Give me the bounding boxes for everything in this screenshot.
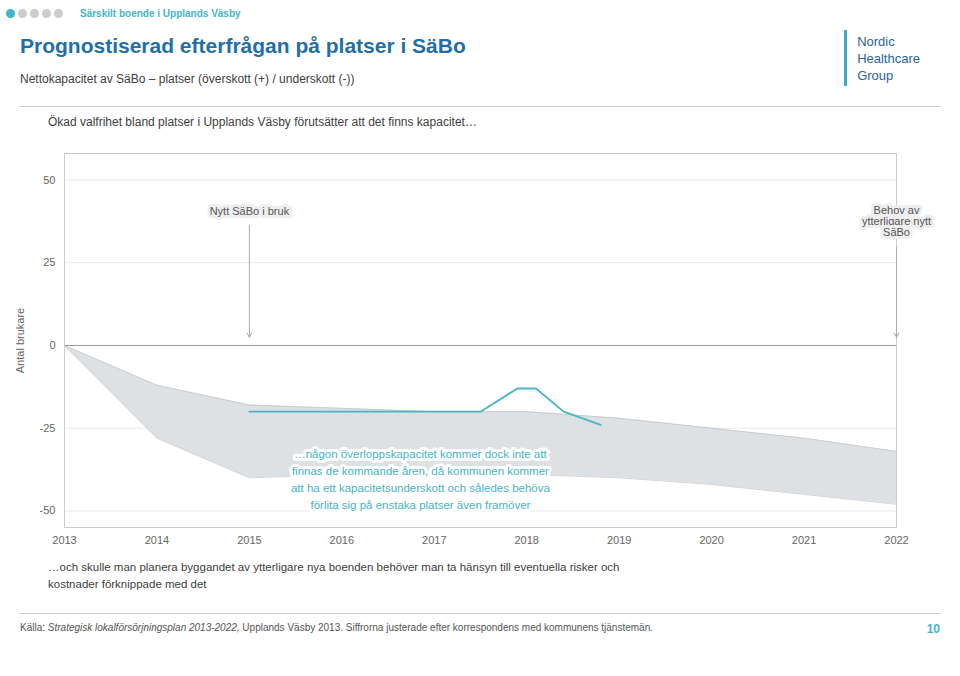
svg-text:-25: -25 [40,422,56,434]
html-text:Healthcare: Healthcare [857,50,920,66]
html-text:Källa: Strategisk lokalförsörj: Källa: Strategisk lokalförsörjningsplan … [20,622,653,633]
svg-text:2017: 2017 [422,534,446,546]
html-text:Prognostiserad efterfrågan på: Prognostiserad efterfrågan på platser i … [20,34,466,57]
html-text:…och skulle man planera byggan: …och skulle man planera byggandet av ytt… [48,561,620,591]
html-text:Nordic: Nordic [857,34,895,49]
svg-text:2015: 2015 [237,534,261,546]
svg-text:-50: -50 [40,504,56,516]
svg-text:2021: 2021 [792,534,816,546]
html-text:Särskilt boende i Upplands Väs: Särskilt boende i Upplands Väsby [80,7,241,19]
html-text:Group: Group [857,67,894,83]
svg-text:2019: 2019 [607,534,631,546]
svg-text:2020: 2020 [699,534,723,546]
svg-text:25: 25 [43,256,55,268]
svg-text:Nytt SäBo i bruk: Nytt SäBo i bruk [210,205,290,217]
svg-text:2016: 2016 [330,534,354,546]
html-text:10: 10 [926,622,940,636]
svg-text:Antal brukare: Antal brukare [14,308,26,373]
svg-text:2022: 2022 [884,534,908,546]
svg-text:50: 50 [43,173,55,185]
svg-text:…någon överloppskapacitet komm: …någon överloppskapacitet kommer dock in… [291,447,551,511]
svg-text:2018: 2018 [514,534,538,546]
svg-text:0: 0 [49,339,55,351]
html-text:Nettokapacitet av SäBo – plats: Nettokapacitet av SäBo – platser (översk… [20,72,355,86]
svg-text:Behov avytterligare nyttSäBo: Behov avytterligare nyttSäBo [862,204,931,238]
svg-text:2014: 2014 [145,534,169,546]
html-text:Ökad valfrihet bland platser i: Ökad valfrihet bland platser i Upplands … [48,115,477,129]
svg-text:2013: 2013 [52,534,76,546]
